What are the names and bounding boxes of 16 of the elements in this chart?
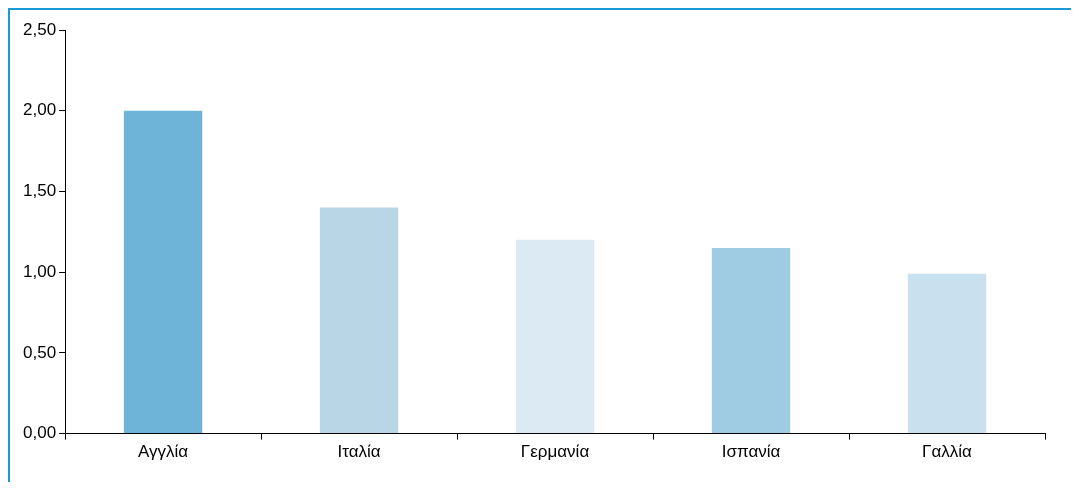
- x-tick-label: Γαλλία: [922, 442, 973, 462]
- y-tick-label: 2,00: [22, 100, 57, 120]
- x-tick-label: Αγγλία: [138, 442, 189, 462]
- x-tick-label: Ισπανία: [721, 442, 781, 462]
- bar: [907, 273, 987, 434]
- x-tick-label: Ιταλία: [337, 442, 381, 462]
- bar: [123, 110, 203, 434]
- y-tick-label: 0,50: [22, 342, 57, 362]
- y-tick-label: 1,00: [22, 261, 57, 281]
- y-tick-label: 2,50: [22, 19, 57, 39]
- x-tick-label: Γερμανία: [520, 442, 590, 462]
- y-tick-label: 1,50: [22, 181, 57, 201]
- bar: [319, 207, 399, 434]
- bar: [515, 239, 595, 434]
- y-tick-label: 0,00: [22, 423, 57, 443]
- bar: [711, 247, 791, 434]
